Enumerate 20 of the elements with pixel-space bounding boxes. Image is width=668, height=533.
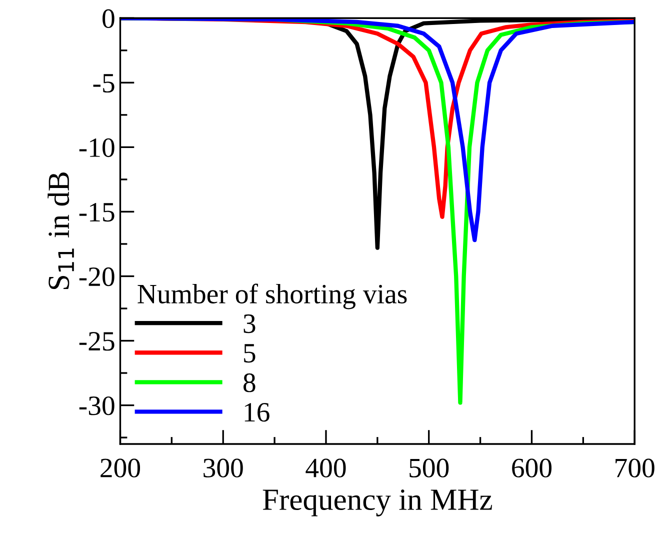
- y-tick-label: -15: [79, 203, 114, 222]
- y-tick-label: -10: [79, 138, 114, 158]
- y-tick-label: -5: [93, 74, 114, 93]
- x-tick-label: 300: [204, 458, 243, 478]
- y-axis-title: S$_{11}$ in dB: [48, 172, 74, 290]
- x-tick-label: 600: [512, 458, 552, 478]
- x-axis-title: Frequency in MHz: [262, 490, 492, 516]
- y-tick-label: -25: [79, 332, 114, 351]
- legend-label: 3: [244, 314, 256, 334]
- legend-label: 5: [244, 344, 256, 363]
- y-tick-label: -30: [79, 396, 114, 416]
- y-tick-label: 0: [102, 9, 114, 28]
- x-tick-label: 200: [100, 458, 140, 478]
- x-tick-label: 500: [410, 458, 449, 478]
- legend-label: 16: [244, 403, 270, 422]
- x-tick-label: 400: [306, 458, 346, 478]
- y-tick-label: -20: [79, 267, 114, 286]
- x-tick-label: 700: [616, 458, 654, 478]
- legend-label: 8: [244, 373, 256, 392]
- legend-title: Number of shorting vias: [138, 284, 407, 310]
